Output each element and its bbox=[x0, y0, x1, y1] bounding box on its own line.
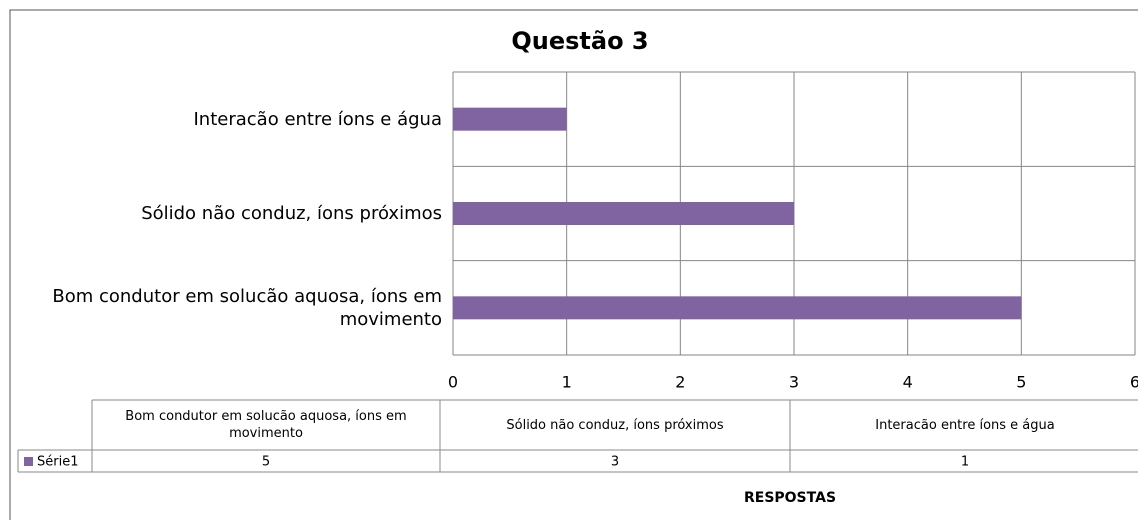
x-tick-label: 3 bbox=[789, 373, 799, 392]
x-tick-label: 5 bbox=[1016, 373, 1026, 392]
table-header-box: Sólido não conduz, íons próximos bbox=[506, 417, 724, 433]
y-tick-label: Bom condutor em solucão aquosa, íons em … bbox=[52, 285, 442, 330]
y-tick-label-box: Sólido não conduz, íons próximos bbox=[141, 202, 442, 224]
table-header-box: Bom condutor em solucão aquosa, íons em … bbox=[125, 409, 407, 441]
table-value: 5 bbox=[262, 455, 270, 470]
x-tick-label: 2 bbox=[675, 373, 685, 392]
y-tick-label-box: Bom condutor em solucão aquosa, íons em … bbox=[52, 285, 442, 330]
table-header-box: Interacão entre íons e água bbox=[875, 417, 1055, 433]
y-tick-label: Sólido não conduz, íons próximos bbox=[141, 202, 442, 224]
table-value: 3 bbox=[611, 455, 619, 470]
bar bbox=[453, 296, 1022, 320]
x-tick-label: 4 bbox=[903, 373, 913, 392]
x-tick-label: 6 bbox=[1130, 373, 1138, 392]
table-header: Bom condutor em solucão aquosa, íons em … bbox=[125, 409, 407, 441]
table-value: 1 bbox=[961, 455, 969, 470]
table-header: Interacão entre íons e água bbox=[875, 417, 1055, 433]
legend-label: Série1 bbox=[37, 455, 78, 470]
table-header: Sólido não conduz, íons próximos bbox=[506, 417, 724, 433]
bar bbox=[453, 202, 794, 225]
chart-frame bbox=[9, 9, 1138, 520]
legend-key bbox=[24, 457, 33, 466]
x-tick-label: 1 bbox=[562, 373, 572, 392]
y-tick-label-box: Interacão entre íons e água bbox=[193, 108, 443, 130]
bar bbox=[453, 107, 567, 131]
x-tick-label: 0 bbox=[448, 373, 458, 392]
y-tick-label: Interacão entre íons e água bbox=[193, 108, 443, 130]
chart-title: Questão 3 bbox=[511, 27, 648, 55]
x-axis-title: RESPOSTAS bbox=[744, 490, 836, 506]
